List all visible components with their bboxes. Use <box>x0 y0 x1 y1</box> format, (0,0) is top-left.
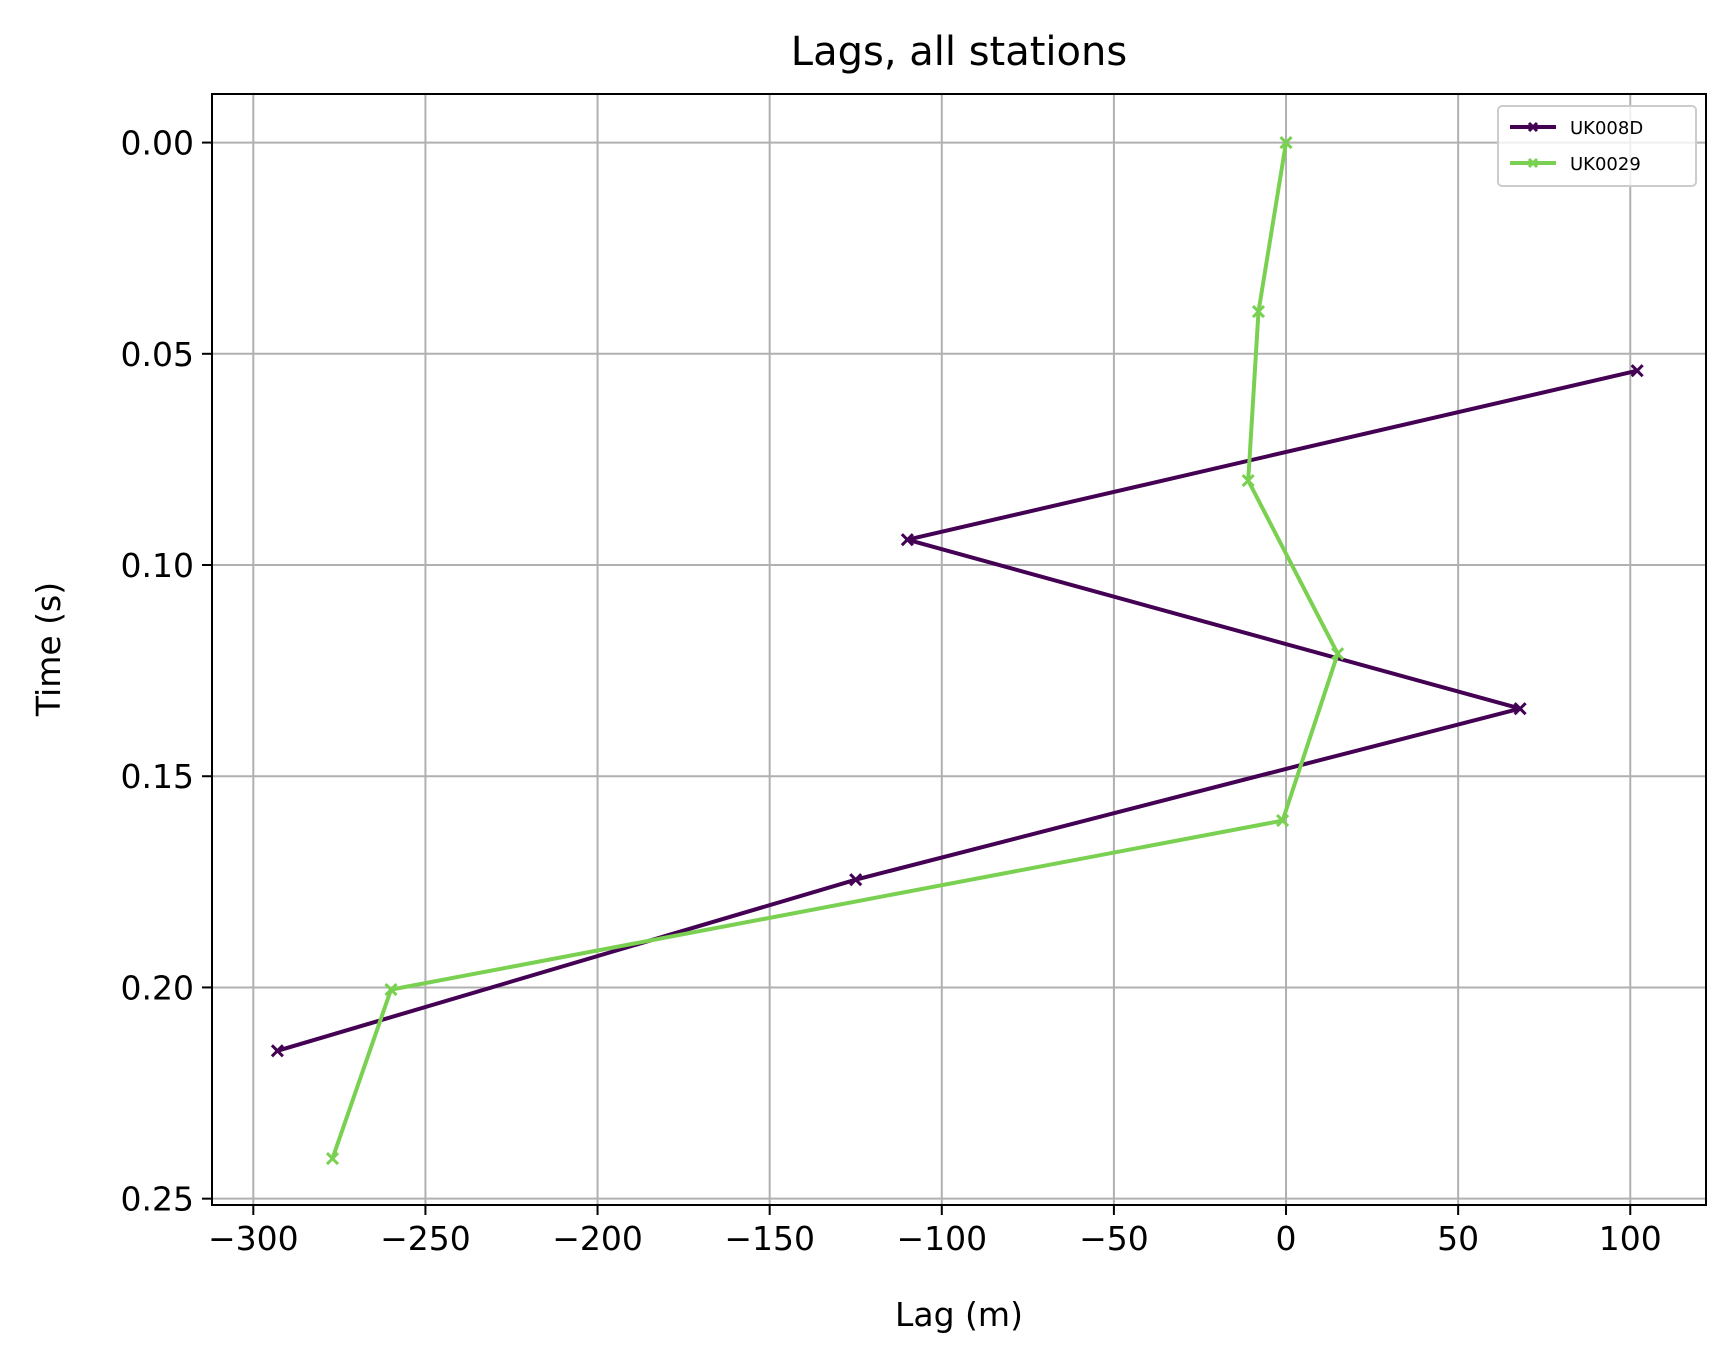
legend-marker <box>1527 157 1539 169</box>
series-line <box>276 368 1638 1053</box>
y-tick-label: 0.05 <box>121 335 194 374</box>
x-tick-label: −150 <box>724 1219 815 1258</box>
data-point <box>900 533 914 547</box>
x-tick-label: −100 <box>896 1219 987 1258</box>
x-tick-label: −200 <box>552 1219 643 1258</box>
data-point <box>1276 814 1290 828</box>
legend-item: UK008D <box>1510 118 1643 139</box>
y-tick-label: 0.25 <box>121 1180 194 1219</box>
legend-marker <box>1527 121 1539 133</box>
x-tick-label: −250 <box>380 1219 471 1258</box>
legend-label: UK008D <box>1570 118 1643 139</box>
data-point <box>849 873 863 887</box>
grid <box>212 94 1706 1205</box>
y-tick-label: 0.00 <box>121 124 194 163</box>
y-axis-label: Time (s) <box>29 582 68 717</box>
x-tick-label: −50 <box>1079 1219 1149 1258</box>
series-layer <box>270 136 1644 1166</box>
y-tick-label: 0.10 <box>121 546 194 585</box>
chart-title: Lags, all stations <box>791 29 1127 75</box>
x-axis-label: Lag (m) <box>895 1295 1023 1334</box>
data-point <box>1513 702 1527 716</box>
legend-label: UK0029 <box>1570 154 1641 175</box>
legend: UK008D UK0029 <box>1497 105 1697 187</box>
data-point <box>1241 473 1255 488</box>
x-tick-label: 100 <box>1599 1219 1662 1258</box>
x-tick-label: 0 <box>1276 1219 1297 1258</box>
x-axis: −300 −250 −200 −150 −100 −50 0 50 100 <box>208 1205 1662 1258</box>
data-point <box>1251 304 1266 319</box>
data-point <box>1630 364 1644 378</box>
data-point <box>384 982 398 997</box>
y-axis: 0.00 0.05 0.10 0.15 0.20 0.25 <box>121 124 212 1219</box>
series-UK008D <box>270 364 1644 1058</box>
series-line <box>330 142 1340 1160</box>
legend-item: UK0029 <box>1510 154 1641 175</box>
y-tick-label: 0.20 <box>121 968 194 1007</box>
plot-frame <box>211 93 1707 1206</box>
x-tick-label: −300 <box>208 1219 299 1258</box>
series-UK0029 <box>325 136 1345 1166</box>
data-point <box>270 1044 284 1058</box>
data-point <box>325 1151 340 1166</box>
x-tick-label: 50 <box>1437 1219 1479 1258</box>
y-tick-label: 0.15 <box>121 757 194 796</box>
data-point <box>1331 647 1345 661</box>
data-point <box>1279 136 1293 150</box>
